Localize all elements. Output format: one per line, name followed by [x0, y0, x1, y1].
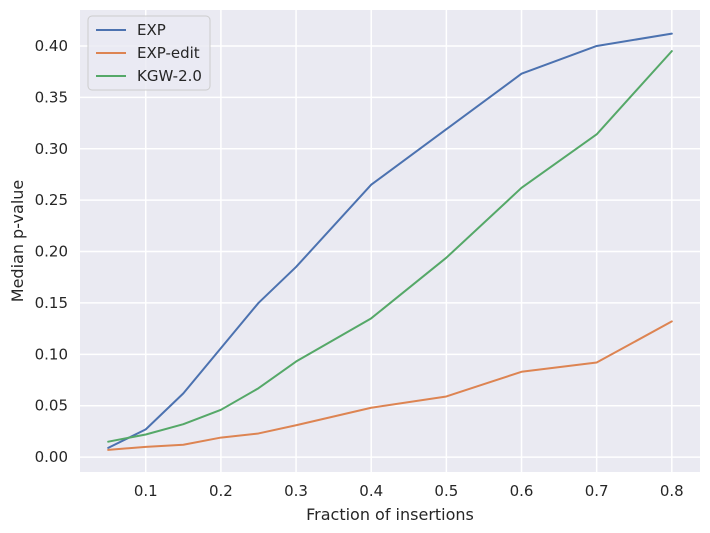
legend-label-kgw-2-0: KGW-2.0 — [137, 67, 202, 85]
x-tick-label: 0.2 — [209, 482, 233, 500]
series-lines — [107, 32, 673, 451]
x-tick-label: 0.7 — [585, 482, 609, 500]
y-tick-label: 0.15 — [35, 294, 68, 312]
y-tick-label: 0.10 — [35, 345, 68, 363]
x-tick-label: 0.8 — [660, 482, 684, 500]
y-tick-label: 0.35 — [35, 88, 68, 106]
legend-label-exp-edit: EXP-edit — [137, 44, 200, 62]
series-line-exp-edit — [107, 320, 673, 451]
x-tick-label: 0.5 — [434, 482, 458, 500]
x-tick-labels: 0.1 0.2 0.3 0.4 0.5 0.6 0.7 0.8 — [134, 482, 684, 500]
y-tick-label: 0.30 — [35, 140, 68, 158]
x-tick-label: 0.4 — [359, 482, 383, 500]
x-tick-label: 0.1 — [134, 482, 158, 500]
legend-box — [87, 15, 211, 91]
y-tick-label: 0.20 — [35, 243, 68, 261]
y-axis-label: Median p-value — [8, 180, 27, 302]
legend-label-exp: EXP — [137, 21, 166, 39]
x-axis-label: Fraction of insertions — [306, 505, 474, 524]
y-tick-label: 0.00 — [35, 448, 68, 466]
x-tick-label: 0.6 — [510, 482, 534, 500]
y-tick-labels: 0.00 0.05 0.10 0.15 0.20 0.25 0.30 0.35 0.40 — [35, 37, 68, 466]
y-tick-label: 0.25 — [35, 191, 68, 209]
legend: EXP EXP-edit KGW-2.0 — [87, 15, 211, 91]
y-tick-label: 0.40 — [35, 37, 68, 55]
x-tick-label: 0.3 — [284, 482, 308, 500]
series-line-kgw-2-0 — [107, 50, 673, 443]
y-tick-label: 0.05 — [35, 397, 68, 415]
series-line-exp — [107, 32, 673, 449]
